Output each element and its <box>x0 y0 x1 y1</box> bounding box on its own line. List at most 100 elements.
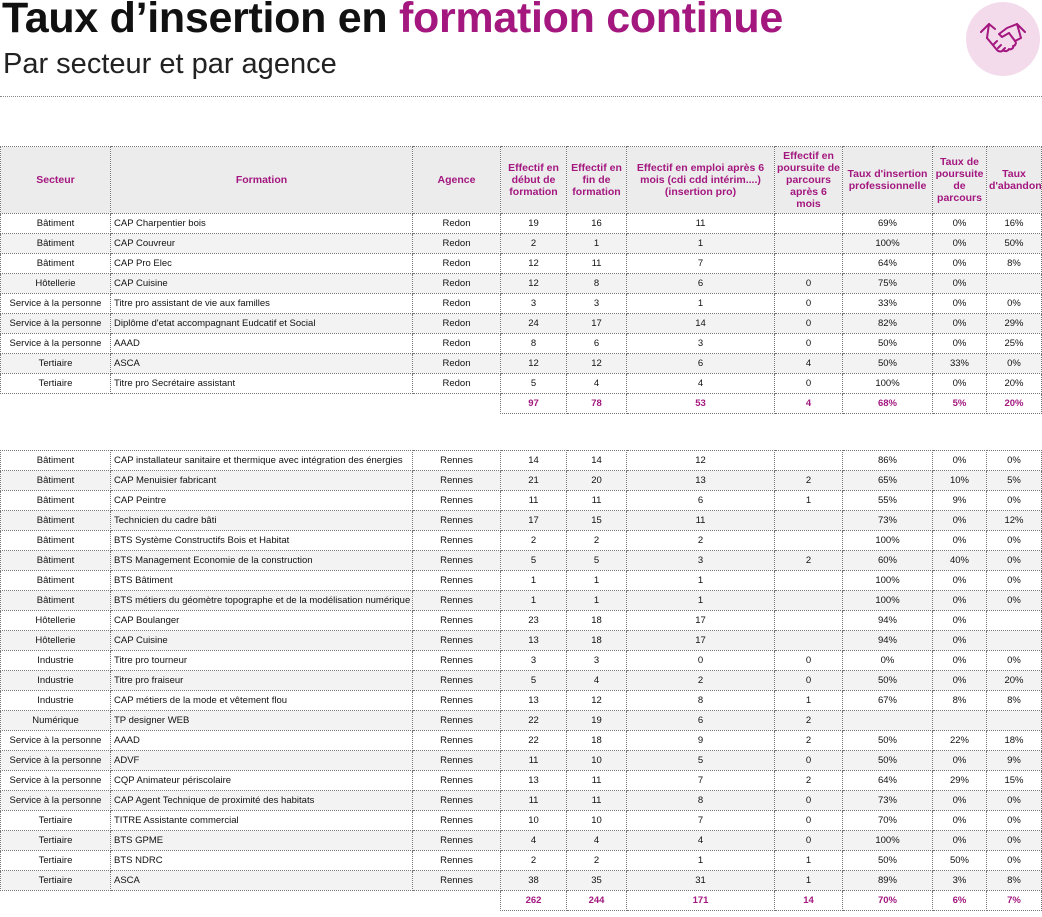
total-cell: 97 <box>500 393 567 414</box>
table-cell: 14 <box>626 313 775 334</box>
table-cell: 12 <box>566 690 627 711</box>
table-cell <box>774 610 843 631</box>
table-cell: 4 <box>626 373 775 394</box>
table-cell: 3 <box>566 650 627 671</box>
table-cell: 8% <box>932 690 987 711</box>
table-cell: Tertiaire <box>0 870 111 891</box>
table-cell: Rennes <box>412 730 501 751</box>
table-cell <box>774 570 843 591</box>
table-cell: 0% <box>932 610 987 631</box>
table-cell: Rennes <box>412 550 501 571</box>
table-row: Service à la personne Titre pro assistant… <box>0 293 1042 314</box>
table-row: Numérique TP designer WEB Rennes 22 19 6 2 <box>0 710 1042 731</box>
table-cell: Service à la personne <box>0 333 111 354</box>
handshake-icon <box>966 2 1040 76</box>
table-cell: Tertiaire <box>0 850 111 871</box>
table-cell: Rennes <box>412 830 501 851</box>
table-cell: ASCA <box>110 353 413 374</box>
table-cell: Industrie <box>0 650 111 671</box>
blank-cell <box>412 393 501 414</box>
table-row: Bâtiment Technicien du cadre bâti Rennes 17… <box>0 510 1042 531</box>
table-cell: 12 <box>500 253 567 274</box>
table-cell: 23 <box>500 610 567 631</box>
table-cell: TP designer WEB <box>110 710 413 731</box>
table-cell: Numérique <box>0 710 111 731</box>
table-cell: Redon <box>412 293 501 314</box>
table-cell: 12 <box>500 353 567 374</box>
table-cell <box>774 253 843 274</box>
table-cell: 0% <box>932 313 987 334</box>
table-cell: 94% <box>842 610 933 631</box>
table-cell: 10 <box>500 810 567 831</box>
table-cell: 24 <box>500 313 567 334</box>
table-cell: 0 <box>774 313 843 334</box>
table-cell: 14 <box>566 450 627 471</box>
table-cell: BTS métiers du géomètre topographe et de… <box>110 590 413 611</box>
table-row: Service à la personne Diplôme d'etat acco… <box>0 313 1042 334</box>
table-cell: 60% <box>842 550 933 571</box>
table-cell: 0 <box>774 373 843 394</box>
table-cell: 0% <box>986 850 1042 871</box>
table-cell: Redon <box>412 233 501 254</box>
table-cell: 0% <box>986 790 1042 811</box>
table-cell: 50% <box>842 353 933 374</box>
total-cell: 53 <box>626 393 775 414</box>
table-cell: 1 <box>566 233 627 254</box>
table-cell: 7 <box>626 253 775 274</box>
table-cell: Service à la personne <box>0 770 111 791</box>
total-cell: 4 <box>774 393 843 414</box>
table-cell: Rennes <box>412 470 501 491</box>
table-redon: Secteur Formation Agence Effectif en début … <box>0 146 1042 414</box>
table-cell: CAP Couvreur <box>110 233 413 254</box>
table-cell: Rennes <box>412 810 501 831</box>
table-cell: CAP Menuisier fabricant <box>110 470 413 491</box>
table-cell: 0% <box>986 590 1042 611</box>
table-cell: Rennes <box>412 750 501 771</box>
table-cell: 11 <box>566 770 627 791</box>
table-cell: Industrie <box>0 690 111 711</box>
table-cell: 4 <box>774 353 843 374</box>
table-row: Service à la personne CQP Animateur péris… <box>0 770 1042 791</box>
table-cell: 0% <box>932 333 987 354</box>
table-row: Industrie CAP métiers de la mode et vêtem… <box>0 690 1042 711</box>
total-cell: 20% <box>986 393 1042 414</box>
table-cell: Industrie <box>0 670 111 691</box>
table-cell: 0% <box>932 450 987 471</box>
table-cell: 100% <box>842 233 933 254</box>
table-cell: 11 <box>566 490 627 511</box>
table-row: Tertiaire Titre pro Secrétaire assistant R… <box>0 373 1042 394</box>
table-cell: 7 <box>626 770 775 791</box>
column-header: Secteur <box>0 146 111 214</box>
table-cell: 2 <box>774 550 843 571</box>
table-cell: 3 <box>500 293 567 314</box>
total-cell: 14 <box>774 890 843 911</box>
table-cell: 75% <box>842 273 933 294</box>
table-cell: 2 <box>500 530 567 551</box>
title-start: Taux d’insertion en <box>2 0 388 42</box>
table-cell: 0% <box>932 373 987 394</box>
total-cell: 70% <box>842 890 933 911</box>
table-row: Tertiaire BTS NDRC Rennes 2 2 1 1 50% 50% 0% <box>0 850 1042 871</box>
table-cell: 11 <box>566 253 627 274</box>
table-cell: Bâtiment <box>0 590 111 611</box>
table-cell: 6 <box>626 273 775 294</box>
table-cell <box>774 233 843 254</box>
table-cell: 12 <box>500 273 567 294</box>
table-cell: Redon <box>412 373 501 394</box>
table-cell: 0% <box>986 830 1042 851</box>
table-cell: 70% <box>842 810 933 831</box>
table-cell: 64% <box>842 770 933 791</box>
table-cell: 0% <box>986 293 1042 314</box>
table-cell: CAP Boulanger <box>110 610 413 631</box>
table-cell: 89% <box>842 870 933 891</box>
table-cell <box>774 630 843 651</box>
table-cell: Rennes <box>412 610 501 631</box>
table-cell: 0% <box>986 353 1042 374</box>
table-cell: 1 <box>774 870 843 891</box>
table-cell: 6 <box>626 710 775 731</box>
blank-cell <box>110 393 413 414</box>
table-cell: Rennes <box>412 690 501 711</box>
table-cell <box>774 510 843 531</box>
table-cell: 2 <box>774 730 843 751</box>
table-row: Industrie Titre pro fraiseur Rennes 5 4 2 0 50%… <box>0 670 1042 691</box>
